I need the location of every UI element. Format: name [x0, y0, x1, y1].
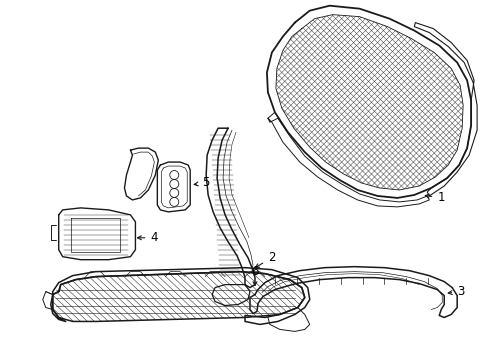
Text: 2: 2	[255, 251, 275, 267]
Text: 4: 4	[138, 231, 158, 244]
Text: 1: 1	[425, 192, 445, 204]
Text: 5: 5	[194, 176, 210, 189]
Text: 6: 6	[251, 265, 259, 285]
Text: 3: 3	[448, 285, 465, 298]
